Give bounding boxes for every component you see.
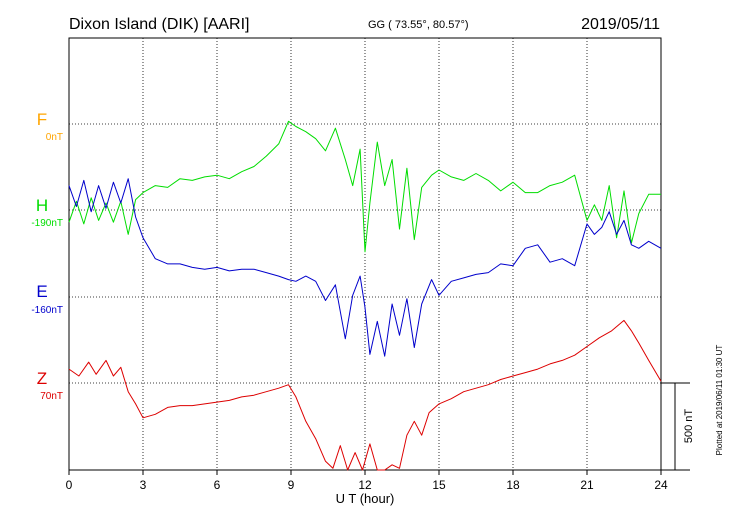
series-label-h: H (36, 196, 48, 215)
x-tick-label: 18 (506, 478, 520, 492)
series-layer (68, 120, 662, 471)
x-tick-label: 12 (358, 478, 372, 492)
x-tick-label: 0 (66, 478, 73, 492)
geo-coords: GG ( 73.55°, 80.57°) (368, 19, 469, 31)
grid (69, 38, 661, 470)
series-label-e: E (36, 282, 47, 301)
station-title: Dixon Island (DIK) [AARI] (69, 16, 250, 33)
x-tick-label: 3 (140, 478, 147, 492)
chart-date: 2019/05/11 (581, 16, 660, 33)
x-tick-label: 15 (432, 478, 446, 492)
scale-bar: 500 nT (661, 382, 695, 471)
x-axis-label: U T (hour) (336, 491, 395, 506)
offset-label-e: -160nT (31, 305, 63, 316)
x-tick-label: 6 (214, 478, 221, 492)
offset-label-f: 0nT (46, 132, 63, 143)
scale-bar-label: 500 nT (683, 409, 695, 444)
series-line-h (68, 120, 661, 253)
series-line-z (68, 319, 662, 471)
x-tick-labels: 0 3 6 9 12 15 18 21 24 (66, 470, 668, 492)
offset-label-z: 70nT (40, 391, 63, 402)
offset-label-h: -190nT (31, 218, 63, 229)
series-label-z: Z (37, 369, 47, 388)
series-labels: F 0nT H -190nT E -160nT Z 70nT (31, 110, 63, 402)
series-label-f: F (37, 110, 47, 129)
plotted-timestamp: Plotted at 2019/06/11 01:30 UT (715, 345, 724, 456)
x-tick-label: 9 (288, 478, 295, 492)
x-tick-label: 24 (654, 478, 668, 492)
x-tick-label: 21 (580, 478, 594, 492)
series-line-e (68, 178, 662, 357)
